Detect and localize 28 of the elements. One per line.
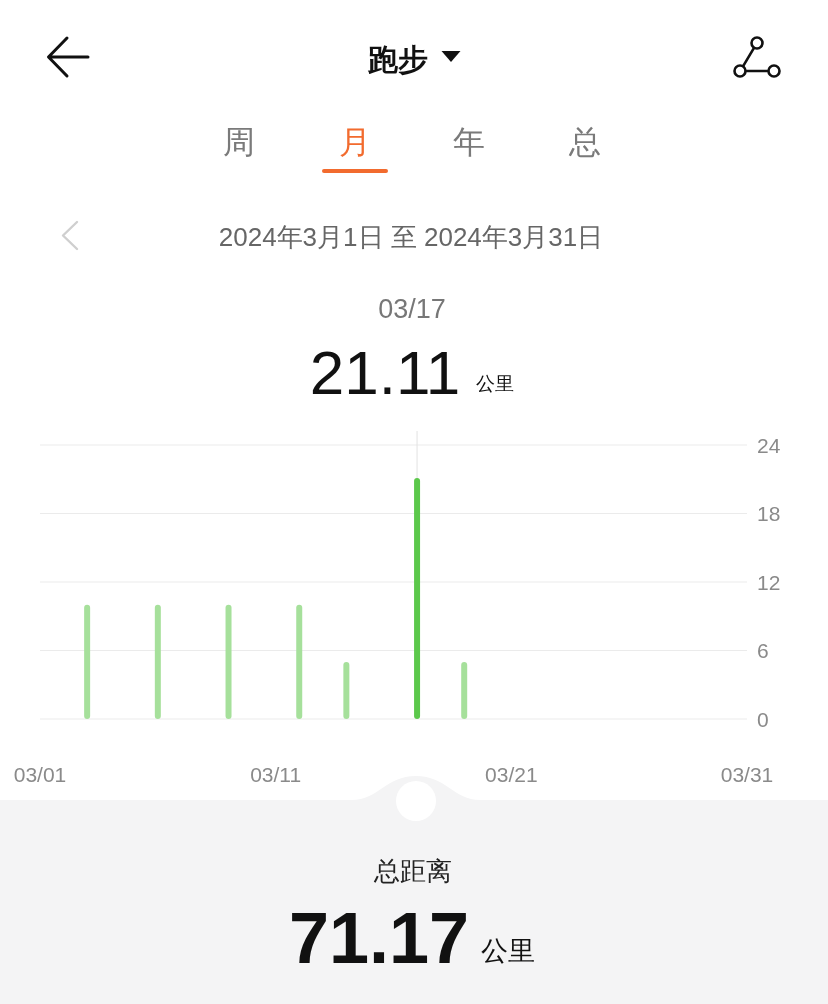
- bar: [414, 477, 421, 719]
- y-tick-label: 6: [757, 639, 769, 662]
- y-tick-label: 24: [757, 433, 781, 457]
- text: 公里: [481, 936, 536, 966]
- chart-subtitle: 2024年3月1日 至 2024年3月31日: [218, 222, 604, 252]
- text: 总距离: [373, 856, 452, 886]
- bar: [225, 604, 232, 719]
- x-tick-label: 03/31: [720, 763, 774, 786]
- y-tick-label: 0: [757, 707, 769, 731]
- chart-title: 跑步: [366, 43, 428, 76]
- text: 总: [568, 124, 601, 160]
- y-tick-label: 18: [757, 502, 781, 525]
- bar: [84, 604, 91, 719]
- text: 03/17: [378, 294, 446, 324]
- x-tick-label: 03/21: [485, 763, 538, 786]
- bar: [154, 604, 161, 719]
- bar: [296, 604, 303, 719]
- text: 月: [339, 124, 371, 160]
- bar: [461, 661, 468, 719]
- x-tick-label: 03/11: [250, 763, 302, 786]
- x-tick-label: 03/01: [13, 763, 67, 786]
- text: 21.11: [309, 338, 461, 407]
- y-tick-label: 12: [757, 570, 781, 594]
- text: 周: [223, 124, 255, 160]
- text: 71.17: [288, 898, 470, 978]
- bar: [343, 661, 350, 719]
- text: 年: [453, 124, 485, 160]
- text: 公里: [476, 373, 515, 394]
